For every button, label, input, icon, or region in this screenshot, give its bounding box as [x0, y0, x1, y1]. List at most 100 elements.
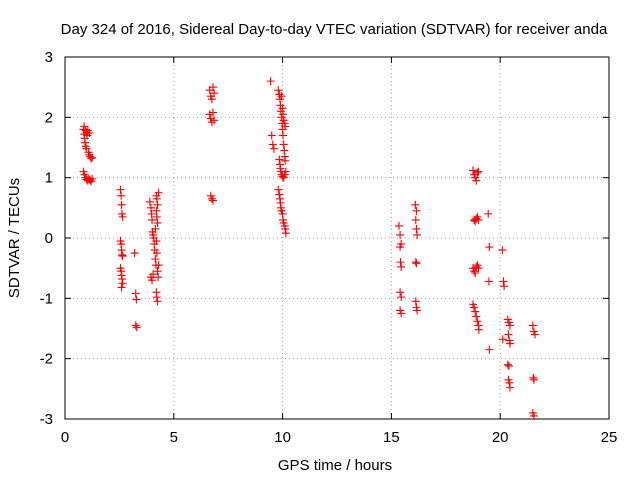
- y-axis-ticks: -3 -2 -1 0 1 2 3: [40, 49, 609, 428]
- data-point: [277, 92, 286, 101]
- data-point: [153, 200, 162, 209]
- data-point: [132, 295, 141, 304]
- data-point: [484, 277, 493, 286]
- data-point: [474, 325, 483, 334]
- y-tick-label: 3: [45, 49, 53, 66]
- data-point: [152, 293, 161, 302]
- data-point: [279, 131, 288, 140]
- data-point: [485, 345, 494, 354]
- data-point: [148, 276, 157, 285]
- data-point: [152, 249, 161, 258]
- data-point: [207, 95, 216, 104]
- x-axis-ticks: 0 5 10 15 20 25: [61, 57, 618, 446]
- y-tick-label: -3: [40, 411, 53, 428]
- y-tick-label: -2: [40, 351, 53, 368]
- data-point: [484, 209, 493, 218]
- data-point: [281, 224, 290, 233]
- data-point: [397, 309, 406, 318]
- data-point: [473, 168, 482, 177]
- data-point: [472, 176, 481, 185]
- data-point: [131, 289, 140, 298]
- data-point: [206, 114, 215, 123]
- data-point: [207, 194, 216, 203]
- data-point: [281, 229, 290, 238]
- data-point: [118, 250, 127, 259]
- data-point: [396, 288, 405, 297]
- data-point: [529, 373, 538, 382]
- data-point: [275, 155, 284, 164]
- data-point: [152, 194, 161, 203]
- data-point: [470, 267, 479, 276]
- data-point: [396, 230, 405, 239]
- data-point: [281, 122, 290, 131]
- data-point: [154, 188, 163, 197]
- data-point: [81, 138, 90, 147]
- data-point: [210, 89, 219, 98]
- data-point: [413, 306, 422, 315]
- data-point: [396, 243, 405, 252]
- data-point: [505, 321, 514, 330]
- data-point: [88, 174, 97, 183]
- data-point: [498, 335, 507, 344]
- data-point: [148, 215, 157, 224]
- y-tick-label: 1: [45, 170, 53, 187]
- x-tick-label: 20: [492, 429, 509, 446]
- data-point: [470, 303, 479, 312]
- data-point: [208, 83, 217, 92]
- data-point: [395, 221, 404, 230]
- data-point: [132, 323, 141, 332]
- data-point: [474, 215, 483, 224]
- data-point: [504, 361, 513, 370]
- x-tick-label: 10: [274, 429, 291, 446]
- x-axis-label: GPS time / hours: [278, 457, 392, 474]
- data-point: [88, 153, 97, 162]
- data-point: [412, 224, 421, 233]
- data-point: [116, 185, 125, 194]
- data-point: [152, 237, 161, 246]
- data-point: [396, 258, 405, 267]
- data-point: [505, 339, 514, 348]
- data-point: [118, 252, 127, 261]
- y-tick-label: -1: [40, 290, 53, 307]
- data-point: [207, 118, 216, 127]
- data-point: [153, 297, 162, 306]
- data-point: [274, 185, 283, 194]
- data-point: [154, 261, 163, 270]
- data-point: [485, 243, 494, 252]
- data-point: [531, 330, 540, 339]
- data-point: [80, 122, 89, 131]
- data-point: [529, 411, 538, 420]
- data-point: [118, 279, 127, 288]
- data-point: [281, 167, 290, 176]
- data-point: [208, 108, 217, 117]
- x-tick-label: 15: [383, 429, 400, 446]
- data-point: [151, 224, 160, 233]
- chart-title: Day 324 of 2016, Sidereal Day-to-day VTE…: [61, 21, 608, 38]
- data-point: [505, 378, 514, 387]
- data-point: [411, 215, 420, 224]
- data-point: [397, 262, 406, 271]
- data-point: [411, 200, 420, 209]
- data-point: [117, 191, 126, 200]
- data-point: [474, 167, 483, 176]
- x-tick-label: 25: [601, 429, 618, 446]
- data-point: [131, 321, 140, 330]
- data-point: [152, 212, 161, 221]
- data-point: [413, 230, 422, 239]
- data-point: [411, 258, 420, 267]
- data-point: [279, 140, 288, 149]
- data-point: [153, 218, 162, 227]
- data-point: [268, 140, 277, 149]
- y-axis-label: SDTVAR / TECUs: [6, 178, 23, 298]
- data-point: [471, 268, 480, 277]
- data-point: [149, 270, 158, 279]
- data-point: [499, 277, 508, 286]
- data-point: [154, 273, 163, 282]
- data-point: [503, 360, 512, 369]
- data-point: [469, 166, 477, 175]
- data-points: [79, 77, 540, 420]
- data-point: [500, 282, 509, 291]
- data-point: [505, 383, 514, 392]
- data-point: [275, 190, 284, 199]
